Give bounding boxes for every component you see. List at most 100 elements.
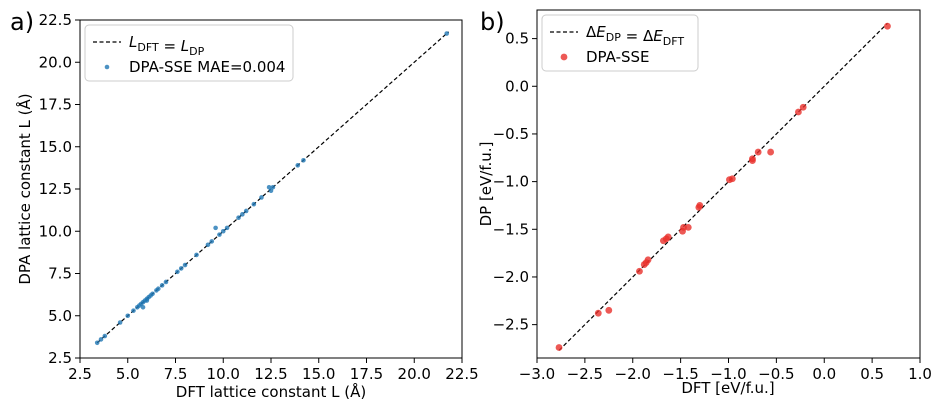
panel-a-legend-box <box>84 24 294 82</box>
panel-a-data-point <box>175 269 180 275</box>
panel-a-data-point <box>236 215 241 221</box>
panel-b-data-point <box>884 22 891 30</box>
panel-a-data-point <box>182 262 188 268</box>
panel-a-data-point <box>125 313 131 319</box>
panel-b-data-point <box>794 108 802 116</box>
panel-a-data-point <box>217 232 222 237</box>
panel-a-legend-label: DPA-SSE MAE=0.004 <box>129 58 285 76</box>
panel-b-plot: −3.0 −2.5 −2.0 −1.5 −1.0 −0.5 0.0 0.5 1.0 −2.5 −2.… <box>493 22 932 383</box>
panel-a-data-point <box>220 228 226 234</box>
panel-a-data-point <box>444 31 450 36</box>
panel-b-ytick-label: −1.5 <box>493 220 529 238</box>
panel-b-legend-label: ΔEDP = ΔEDFT <box>586 23 684 48</box>
panel-a-data-point <box>156 286 161 292</box>
panel-a-data-point <box>94 340 100 346</box>
panel-b-xtick-label: 0.0 <box>812 365 836 383</box>
panel-a-data-point <box>301 157 306 163</box>
panel-a-ytick-label: 17.5 <box>39 96 72 114</box>
panel-a-data-point <box>270 185 276 190</box>
panel-a-xlabel: DFT lattice constant L (Å) <box>176 382 366 400</box>
panel-a-xtick-label: 12.5 <box>254 365 287 383</box>
panel-b-data-point <box>636 267 643 275</box>
panel-a-data-point <box>251 201 257 207</box>
panel-a: a) 2.5 5.0 7.5 10.0 12.5 15.0 17.5 20.0 22.5 2.5 5… <box>10 8 479 400</box>
panel-a-plot: 2.5 5.0 7.5 10.0 12.5 15.0 17.5 20.0 22.5 2.5 5.0 7… <box>39 11 479 383</box>
panel-b: b) −3.0 −2.5 −2.0 −1.5 −1.0 −0.5 0.0 0.5 1.0 −2.5… <box>477 8 932 397</box>
panel-a-data-point <box>266 185 272 190</box>
panel-b-data-point <box>728 175 736 183</box>
panel-a-ytick-label: 12.5 <box>39 180 72 198</box>
panel-a-data-point <box>213 225 218 231</box>
panel-a-ytick-label: 7.5 <box>48 265 72 283</box>
panel-b-xtick-label: −1.5 <box>662 365 698 383</box>
panel-b-parity-line <box>558 22 888 351</box>
panel-b-xtick-label: −2.5 <box>567 365 603 383</box>
panel-a-xtick-label: 10.0 <box>207 365 240 383</box>
panel-a-data-point <box>140 305 146 310</box>
panel-a-axes-frame <box>79 19 463 359</box>
panel-a-ytick-label: 15.0 <box>39 138 72 156</box>
panel-b-xtick-label: −1.0 <box>710 365 746 383</box>
panel-b-xtick-label: −3.0 <box>519 365 555 383</box>
panel-b-data-point <box>684 223 692 231</box>
panel-a-data-point <box>102 333 108 339</box>
panel-a-data-point <box>224 225 230 231</box>
panel-a-ytick-label: 5.0 <box>48 307 72 325</box>
panel-b-legend-marker-swatch <box>560 53 568 61</box>
panel-b-axes-frame <box>536 9 921 359</box>
panel-b-ylabel: DP [eV/f.u.] <box>477 142 495 227</box>
panel-a-data-point <box>205 242 211 248</box>
panel-b-legend-label: DPA-SSE <box>586 48 650 66</box>
panel-a-data-point <box>295 163 301 168</box>
panel-a-data-point <box>98 337 104 342</box>
panel-a-data-point <box>194 252 199 258</box>
panel-a-data-point <box>259 195 264 200</box>
panel-a-ylabel: DPA lattice constant L (Å) <box>15 93 34 284</box>
panel-b-data-point <box>555 344 563 351</box>
panel-a-ytick-label: 20.0 <box>39 53 72 71</box>
panel-a-data-point <box>117 320 123 325</box>
panel-a-data-point <box>159 283 165 288</box>
panel-a-data-point <box>163 279 169 285</box>
panel-a-data-point <box>178 266 184 271</box>
panel-b-xtick-label: 1.0 <box>908 365 932 383</box>
panel-b-ytick-label: −2.0 <box>493 268 529 286</box>
panel-b-xtick-label: 0.5 <box>860 365 884 383</box>
panel-b-xlabel: DFT [eV/f.u.] <box>681 379 774 397</box>
panel-b-xtick-label: −2.0 <box>615 365 651 383</box>
panel-b-ytick-label: −2.5 <box>493 316 529 334</box>
panel-a-xtick-label: 17.5 <box>350 365 383 383</box>
panel-b-data-point <box>664 233 672 241</box>
panel-b-data-point <box>749 155 756 163</box>
panel-a-ytick-label: 10.0 <box>39 222 72 240</box>
panel-b-data-point <box>680 223 687 231</box>
panel-a-data-point <box>144 298 150 303</box>
panel-a-xtick-label: 20.0 <box>398 365 431 383</box>
panel-a-data-point <box>268 188 274 193</box>
panel-b-data-point <box>594 309 602 317</box>
panel-a-data-point <box>209 239 215 244</box>
panel-a-data-point <box>131 308 136 313</box>
panel-b-ytick-label: −0.5 <box>493 125 529 143</box>
panel-a-xtick-label: 5.0 <box>116 365 140 383</box>
panel-a-legend-label: LDFT = LDP <box>129 33 205 58</box>
panel-b-ytick-label: 0.5 <box>505 30 529 48</box>
panel-a-data-point <box>243 208 249 214</box>
panel-a-xtick-label: 15.0 <box>302 365 335 383</box>
panel-b-data-point <box>799 103 807 111</box>
panel-a-ytick-label: 2.5 <box>48 349 72 367</box>
panel-b-data-point <box>696 202 704 209</box>
panel-b-legend-box <box>541 14 699 72</box>
panel-b-data-point <box>767 148 775 156</box>
panel-b-ytick-label: 0.0 <box>505 77 529 95</box>
panel-b-data-point <box>605 306 613 314</box>
panel-b-label: b) <box>480 8 505 36</box>
panel-a-legend-marker-swatch <box>104 64 110 70</box>
panel-a-data-point <box>150 291 155 297</box>
panel-b-ytick-label: −1.0 <box>493 173 529 191</box>
panel-b-data-point <box>754 148 762 156</box>
panel-a-xtick-label: 7.5 <box>164 365 188 383</box>
